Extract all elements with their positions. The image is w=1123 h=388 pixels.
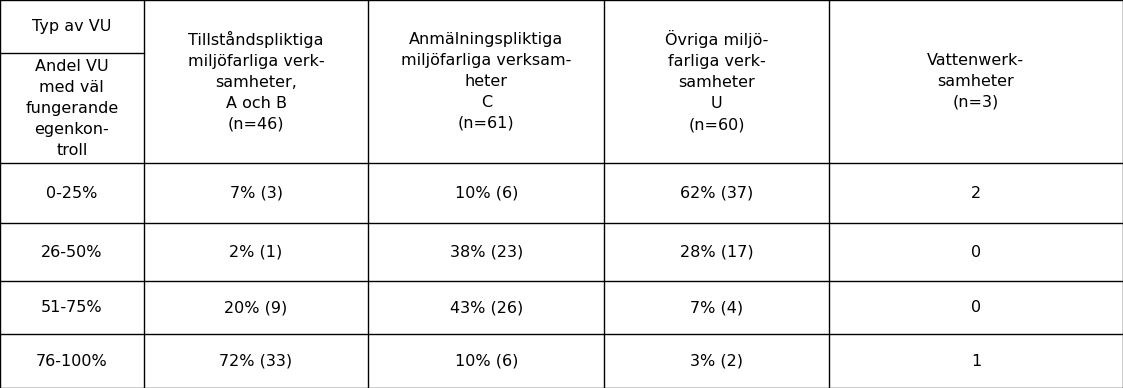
Text: 0: 0 (970, 245, 982, 260)
Text: 20% (9): 20% (9) (225, 300, 287, 315)
Text: 10% (6): 10% (6) (455, 185, 518, 201)
Text: 51-75%: 51-75% (42, 300, 102, 315)
Text: 28% (17): 28% (17) (679, 245, 754, 260)
Text: Typ av VU: Typ av VU (33, 19, 111, 34)
Text: 0-25%: 0-25% (46, 185, 98, 201)
Text: 7% (4): 7% (4) (690, 300, 743, 315)
Text: Anmälningspliktiga
miljöfarliga verksam-
heter
C
(n=61): Anmälningspliktiga miljöfarliga verksam-… (401, 32, 572, 131)
Text: 62% (37): 62% (37) (679, 185, 754, 201)
Text: 72% (33): 72% (33) (219, 354, 293, 369)
Text: Vattenwerk-
samheter
(n=3): Vattenwerk- samheter (n=3) (928, 53, 1024, 110)
Text: 76-100%: 76-100% (36, 354, 108, 369)
Text: 26-50%: 26-50% (42, 245, 102, 260)
Text: 0: 0 (970, 300, 982, 315)
Text: 2% (1): 2% (1) (229, 245, 283, 260)
Text: Övriga miljö-
farliga verk-
samheter
U
(n=60): Övriga miljö- farliga verk- samheter U (… (665, 31, 768, 132)
Text: Tillståndspliktiga
miljöfarliga verk-
samheter,
A och B
(n=46): Tillståndspliktiga miljöfarliga verk- sa… (188, 31, 325, 132)
Text: 43% (26): 43% (26) (449, 300, 523, 315)
Text: 7% (3): 7% (3) (229, 185, 283, 201)
Text: 10% (6): 10% (6) (455, 354, 518, 369)
Text: 38% (23): 38% (23) (449, 245, 523, 260)
Text: Andel VU
med väl
fungerande
egenkon-
troll: Andel VU med väl fungerande egenkon- tro… (25, 59, 119, 158)
Text: 1: 1 (970, 354, 982, 369)
Text: 3% (2): 3% (2) (690, 354, 743, 369)
Text: 2: 2 (970, 185, 982, 201)
